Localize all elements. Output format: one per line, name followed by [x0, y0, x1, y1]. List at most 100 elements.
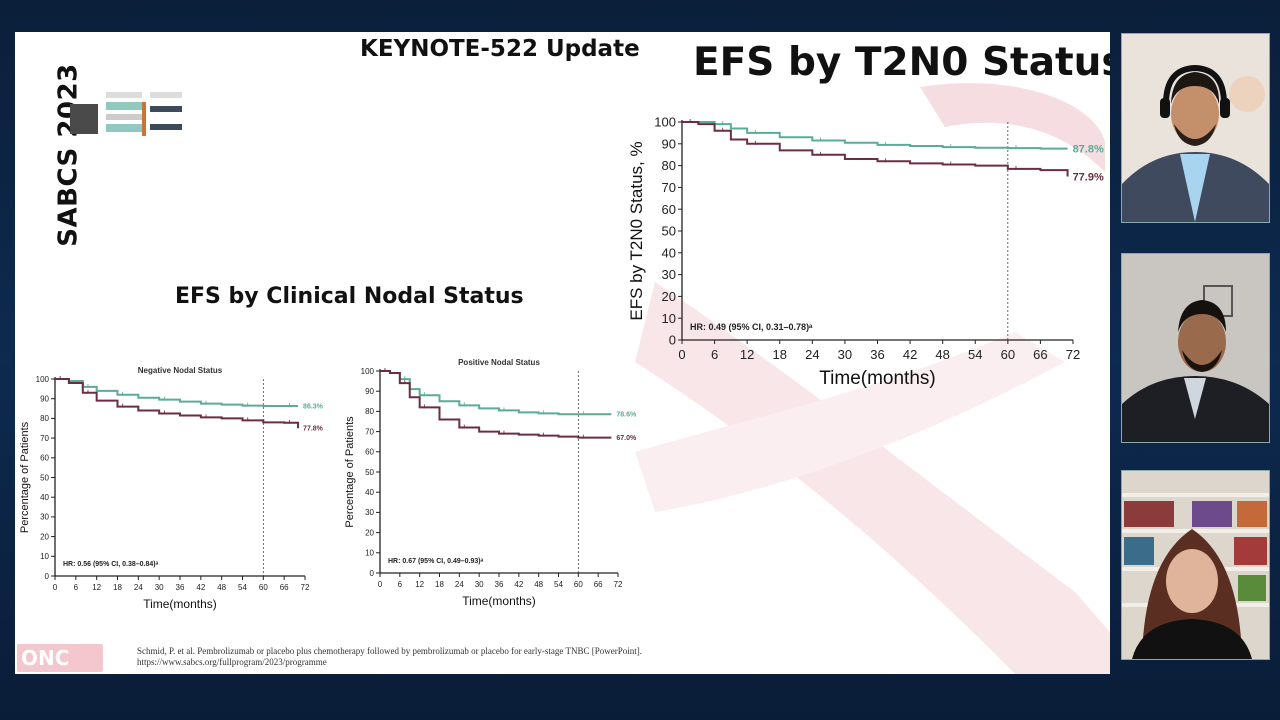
y-tick-label: 10 [40, 552, 49, 561]
x-tick-label: 54 [554, 580, 563, 589]
positive-nodal-chart: 0 10 20 30 40 50 60 70 80 90 100 0 6 12 18 24 30 36 42 48 54… [344, 358, 637, 608]
series-end-label-2: 67.0% [616, 435, 637, 442]
participant-1-avatar [1122, 34, 1269, 222]
sub-title: EFS by Clinical Nodal Status [175, 284, 524, 309]
x-tick-label: 66 [1033, 347, 1047, 362]
y-tick-label: 100 [36, 375, 50, 384]
citation-line-1: Schmid, P. et al. Pembrolizumab or place… [137, 646, 642, 656]
webcam-tile-3 [1121, 470, 1270, 660]
y-tick-label: 70 [662, 180, 676, 195]
y-tick-label: 20 [40, 532, 49, 541]
x-tick-label: 42 [514, 580, 523, 589]
hr-annotation: HR: 0.49 (95% CI, 0.31–0.78)ᵃ [690, 322, 813, 332]
x-tick-label: 18 [113, 583, 122, 592]
x-tick-label: 6 [398, 580, 403, 589]
hr-annotation: HR: 0.56 (95% CI, 0.38–0.84)ᵃ [63, 561, 159, 568]
y-tick-label: 50 [365, 468, 374, 477]
y-tick-label: 60 [365, 448, 374, 457]
y-tick-label: 100 [654, 115, 676, 130]
x-tick-label: 60 [259, 583, 268, 592]
x-tick-label: 0 [53, 583, 58, 592]
study-design-thumbnail [70, 92, 182, 136]
series-end-label-2: 77.8% [303, 426, 324, 433]
y-tick-label: 40 [662, 245, 676, 260]
x-tick-label: 6 [711, 347, 718, 362]
y-tick-label: 30 [662, 267, 676, 282]
y-tick-label: 90 [662, 136, 676, 151]
x-tick-label: 72 [301, 583, 310, 592]
negative-nodal-chart: 0 10 20 30 40 50 60 70 80 90 100 0 6 12 18 24 30 36 42 48 54… [19, 366, 324, 611]
y-tick-label: 0 [669, 333, 676, 348]
series-end-label-1: 87.8% [1073, 143, 1104, 155]
y-tick-label: 10 [365, 549, 374, 558]
x-tick-label: 30 [838, 347, 852, 362]
x-tick-label: 24 [455, 580, 464, 589]
y-tick-label: 30 [40, 513, 49, 522]
x-tick-label: 0 [378, 580, 383, 589]
onc-logo: ONC [17, 644, 103, 672]
participant-2-avatar [1122, 254, 1269, 442]
y-tick-label: 20 [365, 528, 374, 537]
x-tick-label: 42 [196, 583, 205, 592]
x-tick-label: 12 [92, 583, 101, 592]
y-tick-label: 100 [361, 367, 375, 376]
x-tick-label: 0 [678, 347, 685, 362]
citation: Schmid, P. et al. Pembrolizumab or place… [137, 646, 697, 668]
x-tick-label: 36 [870, 347, 884, 362]
y-tick-label: 80 [365, 407, 374, 416]
y-tick-label: 20 [662, 289, 676, 304]
webcam-tile-1 [1121, 33, 1270, 223]
x-tick-label: 18 [773, 347, 787, 362]
x-tick-label: 12 [740, 347, 754, 362]
x-tick-label: 72 [614, 580, 623, 589]
x-tick-label: 42 [903, 347, 917, 362]
y-axis-label: EFS by T2N0 Status, % [627, 141, 646, 320]
x-tick-label: 36 [495, 580, 504, 589]
y-tick-label: 90 [40, 395, 49, 404]
x-tick-label: 6 [74, 583, 79, 592]
y-axis-label: Percentage of Patients [344, 416, 356, 528]
survival-curve-2 [682, 121, 1069, 177]
chart-title: Negative Nodal Status [138, 366, 223, 375]
y-tick-label: 70 [365, 427, 374, 436]
y-tick-label: 70 [40, 434, 49, 443]
citation-line-2: https://www.sabcs.org/fullprogram/2023/p… [137, 657, 327, 667]
x-tick-label: 66 [594, 580, 603, 589]
x-tick-label: 54 [968, 347, 982, 362]
x-tick-label: 66 [280, 583, 289, 592]
series-end-label-2: 77.9% [1073, 171, 1104, 183]
x-tick-label: 60 [1001, 347, 1015, 362]
survival-curve-2 [55, 378, 300, 429]
x-tick-label: 48 [935, 347, 949, 362]
x-tick-label: 30 [475, 580, 484, 589]
y-tick-label: 0 [370, 569, 375, 578]
y-tick-label: 10 [662, 311, 676, 326]
x-tick-label: 60 [574, 580, 583, 589]
y-tick-label: 50 [40, 473, 49, 482]
x-axis-label: Time(months) [462, 594, 536, 608]
survival-curve-1 [380, 370, 612, 416]
y-tick-label: 60 [40, 454, 49, 463]
y-tick-label: 80 [40, 414, 49, 423]
y-axis-label: Percentage of Patients [19, 421, 31, 533]
y-tick-label: 60 [662, 202, 676, 217]
x-tick-label: 72 [1066, 347, 1080, 362]
slide-header: KEYNOTE-522 Update [360, 36, 640, 62]
series-end-label-1: 86.3% [303, 403, 324, 410]
x-tick-label: 24 [805, 347, 819, 362]
x-tick-label: 48 [534, 580, 543, 589]
logo-text: ONC [21, 646, 70, 670]
x-axis-label: Time(months) [143, 597, 217, 611]
main-title: EFS by T2N0 Status [693, 40, 1110, 85]
x-tick-label: 30 [155, 583, 164, 592]
x-tick-label: 36 [176, 583, 185, 592]
x-tick-label: 48 [217, 583, 226, 592]
x-tick-label: 24 [134, 583, 143, 592]
chart-title: Positive Nodal Status [458, 358, 540, 367]
webcam-tile-2 [1121, 253, 1270, 443]
participant-3-avatar [1122, 471, 1269, 659]
x-tick-label: 12 [415, 580, 424, 589]
y-tick-label: 40 [40, 493, 49, 502]
x-tick-label: 54 [238, 583, 247, 592]
x-tick-label: 18 [435, 580, 444, 589]
